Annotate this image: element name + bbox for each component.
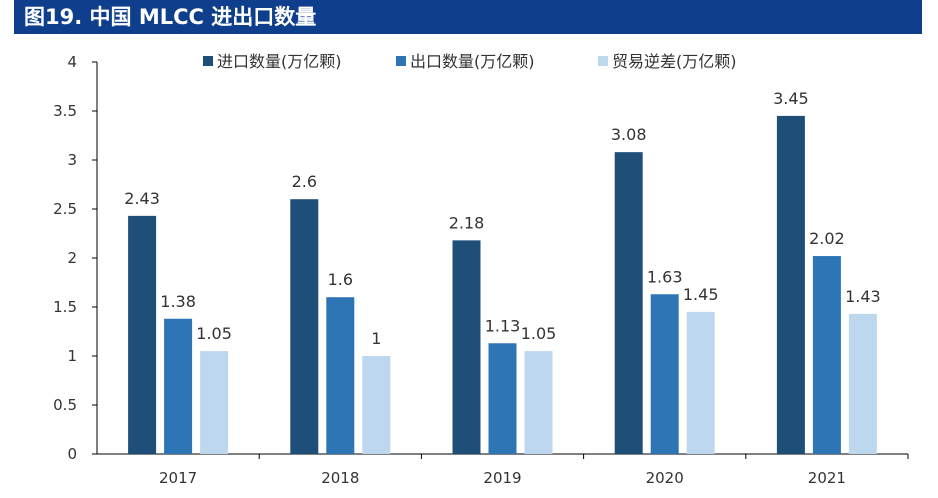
y-tick-label: 1.5 [53,298,77,316]
y-axis: 0 0.5 1 1.5 2 2.5 3 3.5 4 [53,53,98,463]
y-tick-label: 0.5 [53,396,77,414]
bar [290,199,319,454]
data-labels-group: 2.431.381.052.61.612.181.13 1.053.081.631… [124,89,880,348]
y-tick-label: 4 [67,53,77,71]
bar [200,351,229,454]
data-label: 1.05 [521,324,557,343]
data-label: 1.6 [328,270,353,289]
bar [650,294,679,454]
bar [848,313,877,454]
x-tick-label: 2020 [646,469,684,487]
chart-area: 进口数量(万亿颗) 出口数量(万亿颗) 贸易逆差(万亿颗) 0 0.5 1 1.5 2 2.5… [0,34,938,493]
data-label: 2.6 [292,172,317,191]
legend-label: 进口数量(万亿颗) [217,52,342,71]
bar [776,115,805,455]
legend-swatch [396,56,406,66]
legend-label: 贸易逆差(万亿颗) [612,52,737,71]
data-label: 1.38 [160,292,196,311]
data-label: 1.05 [196,324,232,343]
data-label: 1 [371,329,381,348]
x-tick-label: 2019 [483,469,521,487]
bar [488,343,517,454]
data-label: 2.02 [809,229,845,248]
bar [686,311,715,454]
bar [524,351,553,454]
y-tick-label: 3.5 [53,102,77,120]
figure-header: 图19. 中国 MLCC 进出口数量 [14,0,922,34]
legend-label: 出口数量(万亿颗) [410,52,535,71]
data-label: 1.63 [647,267,683,286]
y-tick-label: 2 [67,249,77,267]
data-label: 1.45 [683,285,719,304]
y-tick-label: 3 [67,151,77,169]
x-tick-label: 2018 [321,469,359,487]
legend-swatch [203,56,213,66]
data-label: 3.08 [611,125,647,144]
x-tick-label: 2021 [808,469,846,487]
y-tick-label: 0 [67,445,77,463]
legend-swatch [598,56,608,66]
bar [362,356,391,454]
x-axis: 2017 2018 2019 2020 2021 [97,453,909,487]
bars-group [128,115,877,455]
data-label: 1.43 [845,287,881,306]
bar [614,152,643,454]
bar [812,256,841,454]
data-label: 2.43 [124,189,160,208]
bar [128,215,157,454]
bar [326,297,355,454]
data-label: 2.18 [449,213,485,232]
data-label: 1.13 [485,316,521,335]
bar [452,240,481,454]
data-label: 3.45 [773,89,809,108]
bar-chart: 进口数量(万亿颗) 出口数量(万亿颗) 贸易逆差(万亿颗) 0 0.5 1 1.5 2 2.5… [53,52,909,487]
figure-title: 图19. 中国 MLCC 进出口数量 [24,5,317,29]
x-tick-label: 2017 [159,469,197,487]
chart-legend: 进口数量(万亿颗) 出口数量(万亿颗) 贸易逆差(万亿颗) [203,52,737,71]
bar [164,318,193,454]
y-tick-label: 2.5 [53,200,77,218]
y-tick-label: 1 [67,347,77,365]
